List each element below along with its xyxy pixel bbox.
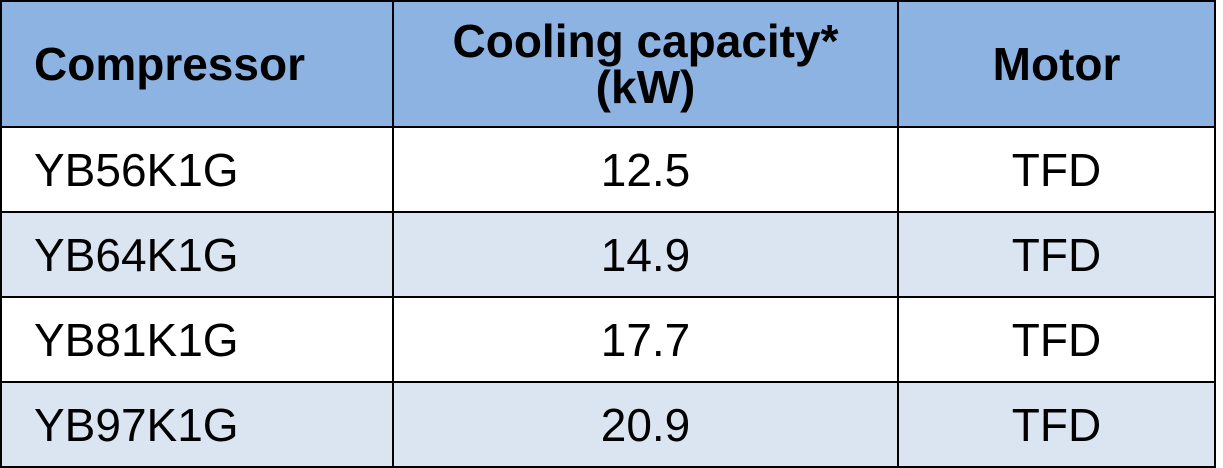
header-motor: Motor [897, 0, 1216, 128]
header-cooling-capacity-label: Cooling capacity* [452, 15, 839, 67]
cell-cooling-capacity: 20.9 [392, 381, 899, 468]
table-header-row: Compressor Cooling capacity* (kW) Motor [0, 0, 1216, 128]
header-cooling-capacity: Cooling capacity* (kW) [392, 0, 899, 128]
cell-cooling-capacity: 17.7 [392, 296, 899, 383]
cell-compressor: YB97K1G [0, 381, 394, 468]
table-row: YB64K1G 14.9 TFD [0, 211, 1216, 298]
cell-compressor: YB56K1G [0, 126, 394, 213]
cell-cooling-capacity: 14.9 [392, 211, 899, 298]
header-cooling-capacity-unit: (kW) [595, 61, 696, 113]
cell-motor: TFD [897, 126, 1216, 213]
cell-cooling-capacity: 12.5 [392, 126, 899, 213]
table-row: YB81K1G 17.7 TFD [0, 296, 1216, 383]
table-row: YB97K1G 20.9 TFD [0, 381, 1216, 468]
cell-compressor: YB81K1G [0, 296, 394, 383]
header-compressor: Compressor [0, 0, 394, 128]
table-row: YB56K1G 12.5 TFD [0, 126, 1216, 213]
cell-motor: TFD [897, 296, 1216, 383]
cell-motor: TFD [897, 211, 1216, 298]
cell-compressor: YB64K1G [0, 211, 394, 298]
cell-motor: TFD [897, 381, 1216, 468]
